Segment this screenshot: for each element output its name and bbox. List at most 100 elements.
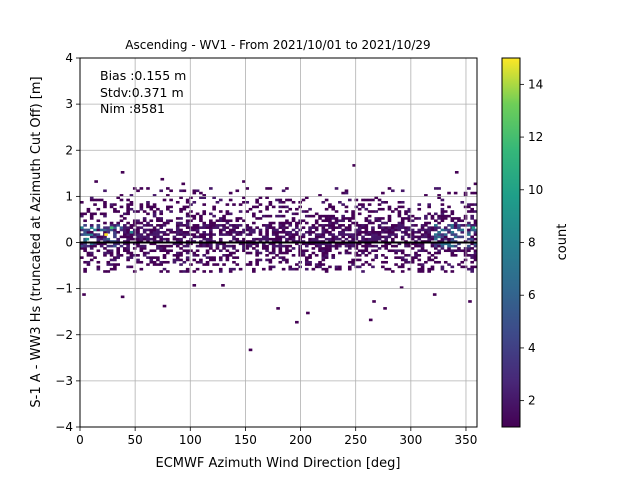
heatmap-cell xyxy=(470,228,474,232)
heatmap-cell xyxy=(447,263,451,266)
heatmap-cell xyxy=(189,240,193,243)
heatmap-cell xyxy=(364,244,369,248)
heatmap-cell xyxy=(129,254,134,257)
heatmap-cell xyxy=(433,260,438,264)
heatmap-cell xyxy=(209,212,213,216)
heatmap-cell xyxy=(222,224,226,227)
heatmap-cell xyxy=(453,217,458,220)
heatmap-cell xyxy=(288,267,293,271)
heatmap-cell xyxy=(225,233,230,236)
heatmap-cell xyxy=(209,237,213,241)
heatmap-cell xyxy=(324,270,329,273)
heatmap-cell xyxy=(371,226,375,229)
heatmap-cell xyxy=(288,207,293,211)
heatmap-cell xyxy=(450,230,455,234)
heatmap-cell xyxy=(142,254,147,257)
heatmap-cell xyxy=(407,217,412,220)
heatmap-cell xyxy=(361,203,365,206)
heatmap-cell xyxy=(106,226,111,229)
heatmap-cell xyxy=(357,258,362,262)
heatmap-cell xyxy=(271,244,276,248)
heatmap-cell xyxy=(321,251,326,255)
heatmap-cell xyxy=(113,226,117,229)
heatmap-cell-outlier xyxy=(242,180,246,183)
heatmap-cell xyxy=(218,270,223,273)
heatmap-cell xyxy=(298,235,302,239)
heatmap-cell xyxy=(285,205,289,209)
heatmap-cell xyxy=(245,210,250,213)
heatmap-cell xyxy=(311,240,316,243)
heatmap-cell xyxy=(400,200,405,204)
heatmap-cell xyxy=(377,247,382,250)
heatmap-cell xyxy=(361,237,365,241)
heatmap-cell xyxy=(467,249,471,253)
heatmap-cell xyxy=(397,212,402,216)
heatmap-cell-outlier xyxy=(295,320,299,324)
heatmap-cell xyxy=(440,207,445,211)
heatmap-cell xyxy=(96,249,101,253)
heatmap-cell xyxy=(199,226,203,229)
heatmap-cell xyxy=(443,228,448,232)
heatmap-cell xyxy=(450,270,455,273)
heatmap-cell xyxy=(443,235,448,239)
heatmap-cell xyxy=(384,228,388,232)
heatmap-cell xyxy=(225,212,230,216)
heatmap-cell xyxy=(136,258,140,262)
heatmap-cell xyxy=(371,265,375,269)
heatmap-cell xyxy=(417,263,422,266)
heatmap-cell xyxy=(453,226,458,229)
heatmap-cell xyxy=(255,254,259,257)
heatmap-cell xyxy=(179,247,183,250)
heatmap-cell xyxy=(179,254,183,257)
heatmap-cell xyxy=(159,249,164,253)
heatmap-cell xyxy=(126,230,130,234)
heatmap-cell xyxy=(275,244,279,248)
heatmap-cell xyxy=(255,200,259,204)
heatmap-cell xyxy=(298,260,302,264)
heatmap-cell xyxy=(136,210,140,213)
heatmap-cell xyxy=(142,210,147,213)
stats-annotation: Bias :0.155 m Stdv:0.371 m Nim :8581 xyxy=(100,68,186,116)
heatmap-cell xyxy=(129,233,134,236)
heatmap-cell xyxy=(232,228,236,232)
heatmap-cell xyxy=(238,267,243,271)
heatmap-cell xyxy=(189,228,193,232)
heatmap-cell xyxy=(152,233,157,236)
heatmap-cell xyxy=(407,214,412,218)
heatmap-cell xyxy=(258,251,263,255)
heatmap-cell xyxy=(394,249,398,253)
heatmap-cell xyxy=(364,233,369,236)
heatmap-cell xyxy=(341,228,345,232)
heatmap-cell xyxy=(357,249,362,253)
heatmap-cell xyxy=(440,214,445,218)
heatmap-cell xyxy=(245,224,250,227)
heatmap-cell xyxy=(218,228,223,232)
heatmap-cell xyxy=(331,205,336,209)
heatmap-cell xyxy=(420,240,425,243)
heatmap-cell xyxy=(255,198,259,202)
heatmap-cell xyxy=(298,251,302,255)
heatmap-cell xyxy=(371,228,375,232)
heatmap-cell xyxy=(99,198,104,202)
heatmap-cell xyxy=(400,258,405,262)
heatmap-cell xyxy=(202,224,207,227)
heatmap-cell xyxy=(404,242,408,246)
heatmap-cell xyxy=(430,214,435,218)
heatmap-cell xyxy=(175,200,180,204)
heatmap-cell xyxy=(106,244,111,248)
heatmap-cell xyxy=(341,203,345,206)
heatmap-cell xyxy=(195,235,200,239)
heatmap-cell xyxy=(218,198,223,202)
heatmap-cell xyxy=(278,251,283,255)
heatmap-cell xyxy=(314,265,319,269)
heatmap-cell xyxy=(212,221,216,225)
heatmap-cell xyxy=(185,212,190,216)
heatmap-cell xyxy=(381,217,385,220)
heatmap-cell xyxy=(433,256,438,259)
heatmap-cell xyxy=(470,235,474,239)
heatmap-cell xyxy=(331,228,336,232)
heatmap-cell xyxy=(361,270,365,273)
heatmap-cell xyxy=(354,251,359,255)
heatmap-cell xyxy=(354,205,359,209)
